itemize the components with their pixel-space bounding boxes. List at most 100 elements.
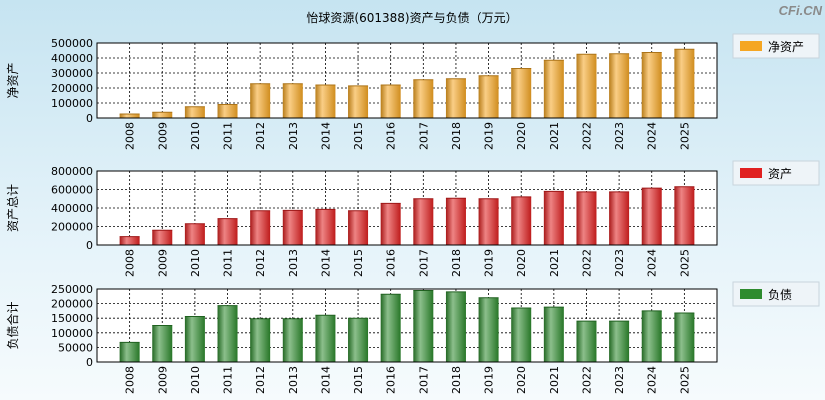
bar-2012 xyxy=(250,83,271,118)
y-tick-label: 400000 xyxy=(51,52,93,65)
x-tick-label: 2021 xyxy=(548,122,561,150)
x-tick-label: 2017 xyxy=(417,249,430,277)
x-tick-label: 2018 xyxy=(450,122,463,150)
x-tick-label: 2023 xyxy=(613,122,626,150)
legend-1: 净资产 xyxy=(732,33,820,59)
x-tick-label: 2024 xyxy=(646,366,659,394)
x-tick-label: 2022 xyxy=(580,249,593,277)
bar-2019 xyxy=(478,198,499,245)
y-tick-label: 0 xyxy=(86,112,93,125)
x-tick-label: 2021 xyxy=(548,249,561,277)
x-tick-label: 2025 xyxy=(678,122,691,150)
bar-2016 xyxy=(380,294,401,362)
y-tick-label: 0 xyxy=(86,239,93,252)
bar-2024 xyxy=(641,52,662,119)
bar-2023 xyxy=(609,321,630,362)
bar-2020 xyxy=(511,196,532,245)
legend-swatch xyxy=(740,289,762,299)
x-tick-label: 2025 xyxy=(678,249,691,277)
y-tick-label: 0 xyxy=(86,356,93,369)
x-tick-label: 2011 xyxy=(222,122,235,150)
y-tick-label: 150000 xyxy=(51,312,93,325)
bar-2023 xyxy=(609,191,630,245)
y-tick-label: 200000 xyxy=(51,82,93,95)
x-tick-label: 2012 xyxy=(254,122,267,150)
x-tick-label: 2017 xyxy=(417,366,430,394)
x-tick-label: 2020 xyxy=(515,122,528,150)
x-tick-label: 2012 xyxy=(254,366,267,394)
x-tick-label: 2013 xyxy=(287,122,300,150)
bar-2015 xyxy=(348,318,369,362)
y-tick-label: 500000 xyxy=(51,37,93,50)
plot-frame xyxy=(96,42,718,119)
y-tick-label: 800000 xyxy=(51,165,93,178)
y-tick-label: 200000 xyxy=(51,298,93,311)
x-tick-label: 2023 xyxy=(613,366,626,394)
bar-2020 xyxy=(511,307,532,362)
y-axis-label: 负债合计 xyxy=(5,301,20,349)
bar-2023 xyxy=(609,53,630,118)
bar-2022 xyxy=(576,191,597,245)
bar-2014 xyxy=(315,315,336,362)
bar-2016 xyxy=(380,203,401,245)
bar-2011 xyxy=(217,305,238,362)
x-tick-label: 2024 xyxy=(646,249,659,277)
legend-3: 负债 xyxy=(732,281,820,307)
x-tick-label: 2009 xyxy=(156,366,169,394)
legend-swatch xyxy=(740,41,762,51)
x-tick-label: 2025 xyxy=(678,366,691,394)
legend-label: 负债 xyxy=(768,288,792,302)
bar-2013 xyxy=(282,210,303,245)
chart-title: 怡球资源(601388)资产与负债（万元） xyxy=(306,11,517,25)
bar-2015 xyxy=(348,210,369,245)
bar-2011 xyxy=(217,104,238,118)
bar-2022 xyxy=(576,321,597,362)
x-tick-label: 2013 xyxy=(287,366,300,394)
x-tick-label: 2008 xyxy=(124,249,137,277)
bar-2009 xyxy=(152,112,173,118)
bar-2017 xyxy=(413,198,434,245)
y-tick-label: 50000 xyxy=(58,341,93,354)
watermark-text: CFi.CN xyxy=(779,3,823,18)
bar-2017 xyxy=(413,290,434,362)
bar-2012 xyxy=(250,210,271,245)
bar-2018 xyxy=(445,78,466,118)
x-tick-label: 2017 xyxy=(417,122,430,150)
bar-2016 xyxy=(380,85,401,118)
bar-2021 xyxy=(543,307,564,362)
legend-label: 净资产 xyxy=(768,40,804,54)
x-tick-label: 2014 xyxy=(319,249,332,277)
bar-2018 xyxy=(445,291,466,362)
x-tick-label: 2019 xyxy=(483,249,496,277)
x-tick-label: 2014 xyxy=(319,366,332,394)
bar-2021 xyxy=(543,191,564,245)
bar-2015 xyxy=(348,85,369,118)
y-tick-label: 100000 xyxy=(51,327,93,340)
x-tick-label: 2019 xyxy=(483,366,496,394)
bar-2008 xyxy=(119,342,140,362)
x-tick-label: 2015 xyxy=(352,366,365,394)
bar-2020 xyxy=(511,68,532,118)
bar-2013 xyxy=(282,83,303,118)
bar-2009 xyxy=(152,230,173,245)
y-axis-label: 资产总计 xyxy=(6,184,20,232)
x-tick-label: 2009 xyxy=(156,122,169,150)
x-tick-label: 2010 xyxy=(189,122,202,150)
bar-2010 xyxy=(184,223,205,245)
bar-2010 xyxy=(184,106,205,118)
x-tick-label: 2011 xyxy=(222,249,235,277)
legend-label: 资产 xyxy=(768,167,792,181)
x-tick-label: 2022 xyxy=(580,366,593,394)
x-tick-label: 2013 xyxy=(287,249,300,277)
x-tick-label: 2016 xyxy=(385,122,398,150)
bar-2009 xyxy=(152,325,173,362)
x-tick-label: 2012 xyxy=(254,249,267,277)
bar-2024 xyxy=(641,188,662,245)
bar-2010 xyxy=(184,316,205,362)
bar-2011 xyxy=(217,218,238,245)
x-tick-label: 2009 xyxy=(156,249,169,277)
